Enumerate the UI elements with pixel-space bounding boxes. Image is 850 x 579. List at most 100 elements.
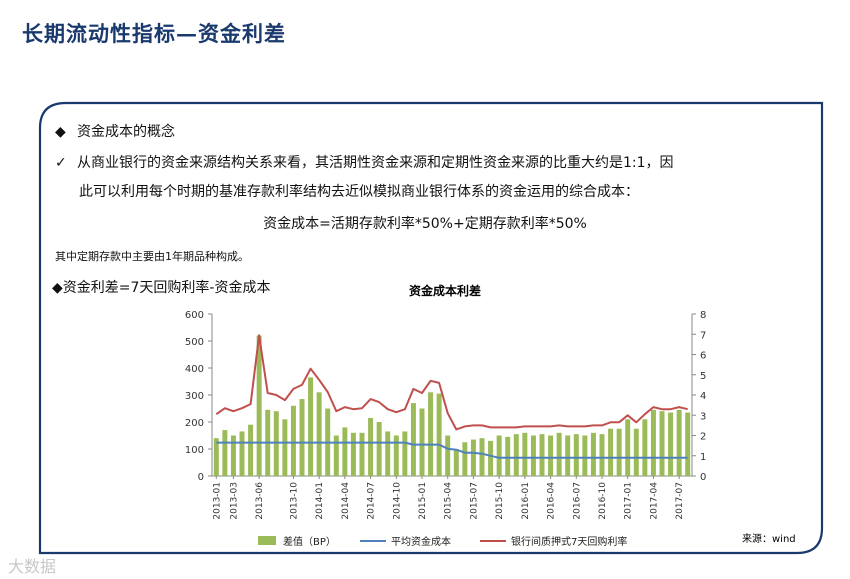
- bar: [333, 435, 339, 476]
- bar: [539, 434, 545, 476]
- bar: [488, 440, 494, 476]
- left-axis-tick-label: 0: [198, 472, 204, 483]
- right-axis-tick-label: 3: [700, 411, 706, 422]
- watermark: 大数据: [8, 557, 57, 576]
- x-axis-tick-label: 2014-07: [367, 482, 377, 520]
- bullet-concept: ◆ 资金成本的概念: [55, 121, 175, 141]
- diamond-icon: ◆: [55, 124, 66, 140]
- bar: [548, 435, 554, 476]
- bar: [685, 412, 691, 476]
- right-axis-tick-label: 7: [700, 330, 706, 341]
- right-axis-tick-label: 8: [700, 310, 706, 321]
- x-axis-tick-label: 2013-01: [212, 482, 222, 520]
- bar: [376, 422, 382, 476]
- legend-bar-label: 差值（BP）: [283, 535, 336, 548]
- bar: [368, 417, 374, 476]
- left-axis-tick-label: 500: [185, 337, 204, 348]
- bar: [222, 430, 228, 476]
- avg-cost-line: [216, 441, 688, 459]
- x-axis-tick-label: 2015-04: [444, 482, 454, 520]
- bullet-spread-definition: ◆资金利差=7天回购利率-资金成本: [52, 280, 271, 296]
- x-axis-tick-label: 2014-10: [392, 482, 402, 520]
- bar: [402, 431, 408, 476]
- note-text: 其中定期存款中主要由1年期品种构成。: [55, 250, 249, 263]
- x-axis-tick-label: 2017-04: [649, 482, 659, 520]
- bar: [573, 434, 579, 476]
- x-axis-tick-label: 2016-04: [547, 482, 557, 520]
- bar: [428, 392, 434, 476]
- repo-rate-line: [215, 334, 688, 431]
- left-axis-tick-label: 300: [185, 391, 204, 402]
- bar: [513, 434, 519, 476]
- bar: [445, 435, 451, 476]
- page-title: 长期流动性指标—资金利差: [22, 21, 286, 46]
- bar: [213, 438, 219, 476]
- bar: [522, 432, 528, 476]
- bar: [385, 431, 391, 476]
- bar: [565, 435, 571, 476]
- bar: [676, 409, 682, 476]
- x-axis-tick-label: 2013-06: [255, 482, 265, 520]
- bar: [342, 427, 348, 476]
- x-axis-tick-label: 2017-01: [624, 482, 634, 520]
- x-axis-tick-label: 2016-07: [572, 482, 582, 520]
- bar: [248, 424, 254, 476]
- bar: [556, 432, 562, 476]
- bar: [230, 435, 236, 476]
- bar: [410, 403, 416, 476]
- x-axis-tick-label: 2014-01: [315, 482, 325, 520]
- left-axis-tick-label: 100: [185, 445, 204, 456]
- bar: [530, 435, 536, 476]
- x-axis-tick-label: 2017-07: [675, 482, 685, 520]
- right-axis-tick-label: 1: [700, 452, 706, 463]
- legend-repo-label: 银行间质押式7天回购利率: [511, 535, 627, 548]
- bar: [350, 432, 356, 476]
- right-axis-tick-label: 6: [700, 351, 706, 362]
- bar: [650, 409, 656, 476]
- source-label: 来源：wind: [742, 534, 796, 545]
- bar: [668, 412, 674, 476]
- x-axis-tick-label: 2015-07: [469, 482, 479, 520]
- bar: [462, 442, 468, 476]
- checkmark-icon: ✓: [55, 155, 67, 171]
- right-axis-tick-label: 2: [700, 432, 706, 443]
- bar: [299, 399, 305, 476]
- bar: [470, 439, 476, 476]
- bar: [599, 434, 605, 476]
- bar: [359, 432, 365, 476]
- bullet-explanation-line1: 从商业银行的资金来源结构关系来看，其活期性资金来源和定期性资金来源的比重大约是1…: [77, 155, 674, 171]
- bar: [582, 435, 588, 476]
- bar: [282, 419, 288, 476]
- bar: [393, 435, 399, 476]
- bullet-explanation: ✓ 从商业银行的资金来源结构关系来看，其活期性资金来源和定期性资金来源的比重大约是…: [55, 152, 674, 172]
- bar: [239, 431, 245, 476]
- right-axis-tick-label: 0: [700, 472, 706, 483]
- left-axis-tick-label: 200: [185, 418, 204, 429]
- right-axis-tick-label: 5: [700, 371, 706, 382]
- bar: [308, 377, 314, 476]
- x-axis-tick-label: 2016-10: [598, 482, 608, 520]
- x-axis-tick-label: 2016-01: [521, 482, 531, 520]
- legend-bar-swatch: [258, 536, 276, 545]
- x-axis-tick-label: 2015-10: [495, 482, 505, 520]
- bar: [316, 392, 322, 476]
- x-axis-tick-label: 2015-01: [418, 482, 428, 520]
- bar: [590, 432, 596, 476]
- bar: [608, 428, 614, 476]
- chart-title: 资金成本利差: [408, 284, 481, 298]
- bar: [642, 419, 648, 476]
- bar: [479, 438, 485, 476]
- legend-avg-label: 平均资金成本: [391, 535, 451, 548]
- x-axis-tick-label: 2014-04: [341, 482, 351, 520]
- bar: [496, 435, 502, 476]
- x-axis-tick-label: 2013-10: [289, 482, 299, 520]
- bullet-explanation-line2: 此可以利用每个时期的基准存款利率结构去近似模拟商业银行体系的资金运用的综合成本：: [79, 184, 639, 200]
- right-axis-tick-label: 4: [700, 391, 706, 402]
- bar: [616, 428, 622, 476]
- bar: [505, 436, 511, 476]
- formula-text: 资金成本=活期存款利率*50%+定期存款利率*50%: [263, 216, 587, 232]
- bar: [633, 428, 639, 476]
- bar: [625, 419, 631, 476]
- bar: [419, 408, 425, 476]
